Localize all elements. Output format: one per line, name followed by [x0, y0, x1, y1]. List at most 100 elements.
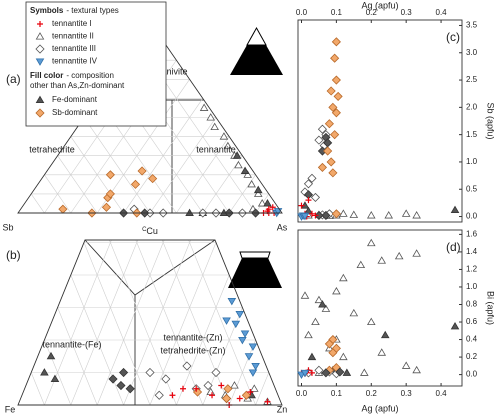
inset-icon [230, 45, 283, 75]
marker [206, 113, 216, 121]
marker [264, 398, 271, 405]
marker [324, 119, 334, 129]
marker [307, 173, 317, 183]
ternary-grid-line [96, 79, 190, 214]
marker [192, 387, 203, 397]
marker [35, 95, 45, 103]
field-label: tetrahedrite-(Zn) [160, 345, 225, 355]
marker [105, 170, 115, 180]
marker [219, 132, 229, 140]
marker [310, 192, 321, 202]
ternary-plot [30, 240, 272, 408]
marker [328, 168, 338, 178]
marker [314, 210, 324, 221]
ternary-grid-line [96, 240, 165, 406]
ternary-grid-line [149, 242, 217, 406]
corner-label: Zn [277, 404, 288, 414]
x-tick-label: 0.1 [331, 8, 343, 17]
y-axis-title: Sb (apfu) [486, 102, 496, 139]
y-tick-label: 1.6 [466, 229, 478, 238]
marker [263, 199, 272, 207]
marker [169, 392, 176, 399]
ternary-grid-line [83, 117, 151, 214]
x-tick-label: 0.2 [366, 389, 378, 398]
marker [300, 369, 310, 378]
marker [339, 352, 348, 361]
marker [119, 367, 129, 378]
marker [40, 368, 49, 376]
marker [238, 337, 247, 345]
marker [450, 205, 460, 213]
ternary-grid-line [176, 136, 230, 214]
x-tick-label: 0.3 [401, 8, 413, 17]
x-tick-label: 0.3 [401, 389, 413, 398]
marker [324, 365, 334, 375]
marker [235, 311, 245, 319]
ternary-grid-line [30, 193, 45, 214]
y-tick-label: 0.4 [466, 335, 478, 344]
ternary-grid-line [57, 307, 98, 406]
marker [377, 256, 387, 264]
x-tick-label: 0.4 [436, 8, 448, 17]
marker [101, 202, 112, 212]
y-tick-label: 3.0 [466, 48, 478, 57]
ternary-grid-line [57, 155, 98, 214]
marker [307, 352, 317, 361]
marker [37, 21, 43, 27]
y-axis-title: Bi (apfu) [486, 291, 496, 325]
marker [199, 103, 209, 111]
y-tick-label: 0.0 [466, 370, 478, 379]
legend-label: Fe-dominant [52, 95, 98, 104]
marker [321, 368, 331, 378]
marker [248, 343, 258, 351]
marker [253, 189, 263, 197]
marker [241, 390, 251, 400]
marker [253, 185, 263, 194]
marker [326, 86, 336, 96]
legend-heading-text: - textural types [66, 6, 118, 15]
marker [377, 348, 387, 356]
inset-icon [239, 251, 271, 259]
legend-label: tennantite III [52, 44, 96, 53]
marker [108, 374, 118, 384]
marker [384, 211, 394, 219]
marker [154, 390, 164, 400]
marker [326, 157, 336, 167]
ternary-grid-line [44, 339, 72, 406]
marker [330, 53, 340, 63]
marker [330, 130, 340, 140]
panel-label: (a) [6, 72, 21, 86]
y-tick-label: 1.4 [466, 247, 478, 256]
marker [243, 170, 252, 178]
marker [35, 58, 45, 66]
marker [308, 210, 315, 217]
y-tick-label: 2.0 [466, 102, 478, 111]
marker [231, 320, 241, 329]
marker [211, 367, 221, 378]
ternary-grid-line [255, 372, 270, 406]
panel-label: (c) [446, 30, 460, 44]
marker [244, 353, 254, 361]
legend-box [25, 1, 167, 127]
y-tick-label: 0.6 [466, 317, 478, 326]
marker [221, 393, 232, 404]
x-tick-label: 0.0 [296, 389, 308, 398]
panel-label: (b) [6, 248, 21, 262]
marker [248, 369, 258, 377]
y-tick-label: 2.5 [466, 75, 478, 84]
marker [232, 151, 242, 159]
corner-label: CCu [142, 226, 158, 236]
marker [401, 209, 411, 217]
ternary-grid-line [30, 372, 45, 406]
marker [356, 260, 366, 269]
plot-frame [297, 19, 463, 223]
marker [180, 385, 186, 392]
marker [161, 374, 171, 384]
marker [300, 291, 310, 299]
marker [105, 189, 115, 199]
marker [222, 317, 231, 325]
marker [50, 374, 60, 382]
marker [240, 166, 250, 174]
marker [394, 251, 404, 260]
